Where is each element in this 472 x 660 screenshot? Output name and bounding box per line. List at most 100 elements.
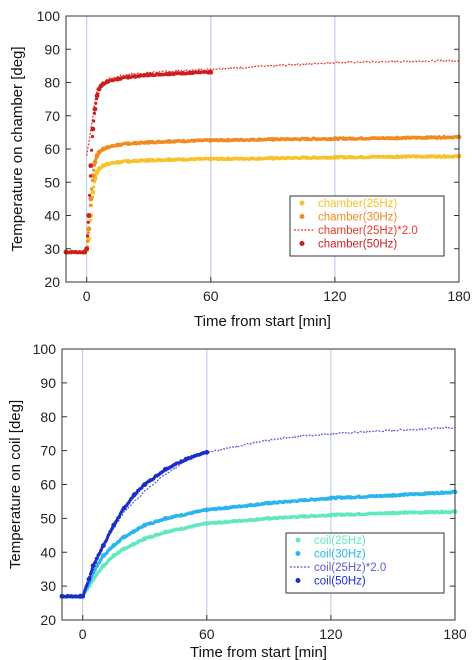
- series-chamber(50Hz): [63, 69, 214, 255]
- data-point: [209, 70, 213, 74]
- data-point: [96, 92, 100, 96]
- data-point: [92, 168, 96, 172]
- y-tick-label: 40: [40, 544, 56, 560]
- data-point: [89, 569, 93, 574]
- y-axis-label: Temperature on coil [deg]: [7, 400, 24, 569]
- data-point: [91, 174, 95, 178]
- data-point: [92, 111, 97, 115]
- y-tick-label: 70: [44, 108, 60, 124]
- y-axis-label: Temperature on chamber [deg]: [9, 46, 26, 251]
- legend-label: chamber(25Hz): [318, 198, 397, 210]
- data-point: [87, 213, 91, 217]
- x-tick-label: 0: [83, 288, 91, 304]
- data-point: [87, 237, 91, 241]
- legend-label: coil(50Hz): [314, 576, 366, 588]
- data-point: [93, 177, 97, 182]
- series-line: [86, 59, 460, 156]
- data-point: [86, 220, 90, 224]
- legend-label: coil(25Hz): [314, 535, 366, 547]
- x-axis-label: Time from start [min]: [194, 313, 331, 330]
- y-tick-label: 20: [44, 274, 60, 290]
- data-point: [86, 231, 90, 235]
- data-point: [85, 234, 90, 238]
- data-point: [92, 185, 96, 189]
- y-tick-label: 60: [44, 141, 60, 157]
- data-point: [93, 567, 98, 571]
- legend-dot-marker: [299, 241, 305, 246]
- data-point: [85, 239, 90, 243]
- y-tick-label: 100: [33, 341, 57, 357]
- x-tick-label: 120: [323, 288, 347, 304]
- data-point: [95, 556, 99, 560]
- y-tick-label: 60: [40, 477, 56, 493]
- x-tick-label: 120: [319, 626, 343, 642]
- x-axis-label: Time from start [min]: [190, 644, 327, 660]
- x-tick-label: 180: [447, 288, 471, 304]
- data-point: [88, 218, 92, 223]
- x-tick-label: 60: [203, 288, 219, 304]
- data-point: [89, 164, 93, 168]
- legend-label: chamber(30Hz): [318, 212, 397, 224]
- chart-chamber: 20 30 40 50 60 70 80 90 100 0 60 120 180 Time from st…: [9, 8, 471, 330]
- data-point: [87, 227, 91, 231]
- data-point: [97, 88, 101, 92]
- legend-box: [285, 532, 445, 594]
- legend-label: coil(25Hz)*2.0: [314, 562, 386, 574]
- data-point: [95, 97, 99, 101]
- legend-dot-marker: [299, 200, 305, 206]
- legend-dot-marker: [295, 537, 301, 543]
- series-coil(30Hz): [59, 489, 458, 599]
- data-point: [85, 246, 89, 250]
- chart-coil: 20 30 40 50 60 70 80 90 100 0 60 120 180 Time from st…: [7, 341, 467, 660]
- x-tick-label: 180: [443, 626, 467, 642]
- data-point: [93, 161, 97, 165]
- y-tick-label: 80: [40, 409, 56, 425]
- y-tick-label: 40: [44, 208, 60, 224]
- data-point: [93, 108, 97, 112]
- legend-label: chamber(50Hz): [318, 239, 397, 251]
- data-point: [90, 134, 95, 139]
- data-point: [88, 174, 92, 178]
- legend: chamber(25Hz) chamber(30Hz)chamber(25Hz)*…: [289, 195, 445, 257]
- data-point: [88, 193, 92, 197]
- series-chamber(25Hz): [63, 153, 462, 255]
- series-coil(25Hz)*2.0: [82, 426, 456, 597]
- x-tick-label: 0: [79, 626, 87, 642]
- legend-label: chamber(25Hz)*2.0: [318, 225, 418, 237]
- data-point: [90, 178, 95, 182]
- legend-dot-marker: [295, 551, 301, 556]
- data-point: [95, 564, 99, 568]
- data-point: [93, 560, 98, 564]
- y-tick-label: 90: [44, 41, 60, 57]
- data-point: [94, 101, 98, 105]
- legend: coil(25Hz) coil(30Hz)coil(25Hz)*2.0 coil(5…: [285, 532, 445, 594]
- data-point: [90, 567, 94, 571]
- y-tick-label: 30: [40, 578, 56, 594]
- legend-dot-marker: [299, 214, 305, 219]
- data-point: [82, 590, 86, 594]
- data-point: [93, 575, 98, 579]
- y-tick-label: 90: [40, 375, 56, 391]
- y-tick-label: 50: [44, 174, 60, 190]
- data-point: [90, 148, 94, 152]
- data-point: [86, 581, 90, 585]
- series-chamber(30Hz): [63, 134, 462, 255]
- y-tick-label: 20: [40, 612, 56, 628]
- data-point: [83, 587, 87, 592]
- legend-label: coil(30Hz): [314, 549, 366, 561]
- data-point: [88, 203, 92, 207]
- x-tick-label: 60: [199, 626, 215, 642]
- data-point: [88, 575, 92, 579]
- data-point: [81, 593, 86, 597]
- series-coil(50Hz): [59, 449, 210, 599]
- data-point: [89, 197, 93, 201]
- y-tick-label: 70: [40, 443, 56, 459]
- y-tick-label: 50: [40, 510, 56, 526]
- data-point: [91, 127, 95, 132]
- y-tick-label: 30: [44, 241, 60, 257]
- y-tick-label: 80: [44, 75, 60, 91]
- data-point: [92, 119, 96, 123]
- series-chamber(25Hz)*2.0: [86, 59, 460, 156]
- series-line: [82, 426, 456, 597]
